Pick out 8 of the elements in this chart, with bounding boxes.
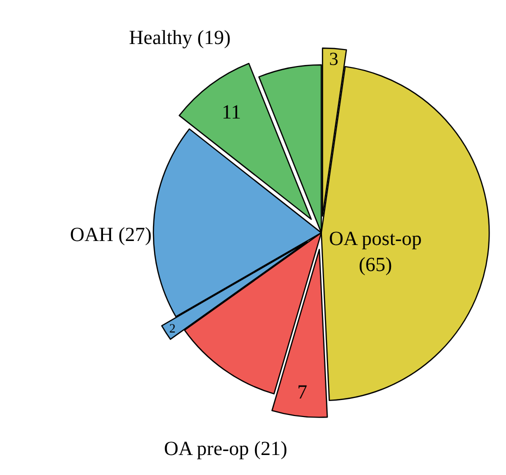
text: OA post-op (65) (329, 228, 422, 276)
text: OA pre-op (21) (164, 438, 288, 460)
data-label: 7 (297, 381, 308, 404)
data-label: 11 (222, 102, 241, 124)
data-label: 2 (169, 321, 176, 336)
text: Healthy (19) (129, 27, 231, 49)
data-label: 3 (329, 50, 338, 70)
text: OAH (27) (70, 224, 152, 246)
